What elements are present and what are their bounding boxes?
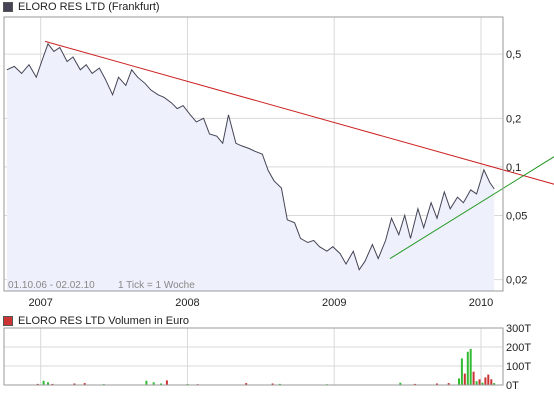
price-chart-title: ELORO RES LTD (Frankfurt): [18, 1, 160, 13]
trendline-red: [44, 40, 554, 185]
volume-bar: [493, 383, 496, 385]
volume-bar: [160, 383, 162, 385]
volume-bar: [245, 383, 248, 385]
volume-bar: [83, 383, 86, 385]
volume-plot-frame: [3, 327, 504, 386]
volume-bar: [47, 382, 49, 385]
volume-bar: [447, 383, 450, 385]
price-x-tick-label: 2007: [28, 297, 52, 309]
trendlines: [44, 40, 554, 260]
volume-bar: [490, 379, 493, 385]
price-y-tick-label: 0,1: [506, 162, 521, 174]
volume-bar: [42, 380, 45, 385]
price-x-tick-label: 2010: [469, 297, 493, 309]
volume-bar: [413, 383, 416, 385]
price-y-tick-label: 0,2: [506, 113, 521, 125]
date-range-label: 01.10.06 - 02.02.10: [8, 280, 95, 291]
price-y-tick-label: 0,05: [506, 210, 527, 222]
volume-bar: [475, 381, 478, 385]
volume-y-tick-label: 100T: [506, 361, 531, 373]
price-y-tick-label: 0,02: [506, 275, 527, 287]
volume-bar: [436, 383, 438, 385]
volume-bar: [51, 383, 54, 385]
price-x-tick-label: 2009: [322, 297, 346, 309]
volume-y-tick-label: 0T: [506, 380, 519, 392]
volume-bar: [458, 378, 460, 385]
volume-y-axis: 300T 200T 100T 0T: [506, 323, 531, 392]
price-x-axis: 2007 2008 2009 2010: [28, 297, 493, 309]
volume-bar: [399, 382, 402, 385]
volume-legend: ELORO RES LTD Volumen in Euro: [3, 314, 189, 328]
volume-bar: [481, 382, 484, 385]
price-y-tick-label: 0,5: [506, 49, 521, 61]
volume-bar: [466, 351, 469, 386]
price-series-line: [6, 42, 495, 271]
trendline-green: [389, 156, 554, 260]
volume-y-tick-label: 300T: [506, 323, 531, 335]
volume-bar: [487, 374, 490, 385]
volume-bar: [271, 383, 274, 385]
volume-bar: [478, 379, 481, 385]
volume-legend-swatch: [3, 316, 13, 326]
volume-chart-title: ELORO RES LTD Volumen in Euro: [18, 315, 189, 327]
volume-bars: [36, 348, 496, 386]
volume-bar: [472, 371, 475, 385]
tick-interval-label: 1 Tick = 1 Woche: [118, 280, 195, 291]
price-area-fill: [6, 43, 495, 291]
volume-bar: [460, 358, 463, 385]
volume-bar: [152, 382, 155, 385]
volume-bar: [278, 383, 281, 385]
volume-bar: [463, 373, 466, 385]
volume-gridlines: [4, 327, 503, 386]
volume-bar: [145, 380, 148, 385]
volume-bar: [73, 383, 76, 385]
price-x-tick-label: 2008: [175, 297, 199, 309]
price-legend: ELORO RES LTD (Frankfurt): [3, 0, 160, 14]
price-legend-swatch: [3, 2, 13, 12]
volume-bar: [469, 348, 472, 385]
volume-bar: [165, 380, 168, 385]
price-plot-frame: [3, 16, 504, 292]
volume-bar: [484, 377, 487, 385]
price-y-axis: 0,5 0,2 0,1 0,05 0,02: [506, 49, 527, 286]
volume-y-tick-label: 200T: [506, 342, 531, 354]
volume-bar: [36, 383, 39, 385]
